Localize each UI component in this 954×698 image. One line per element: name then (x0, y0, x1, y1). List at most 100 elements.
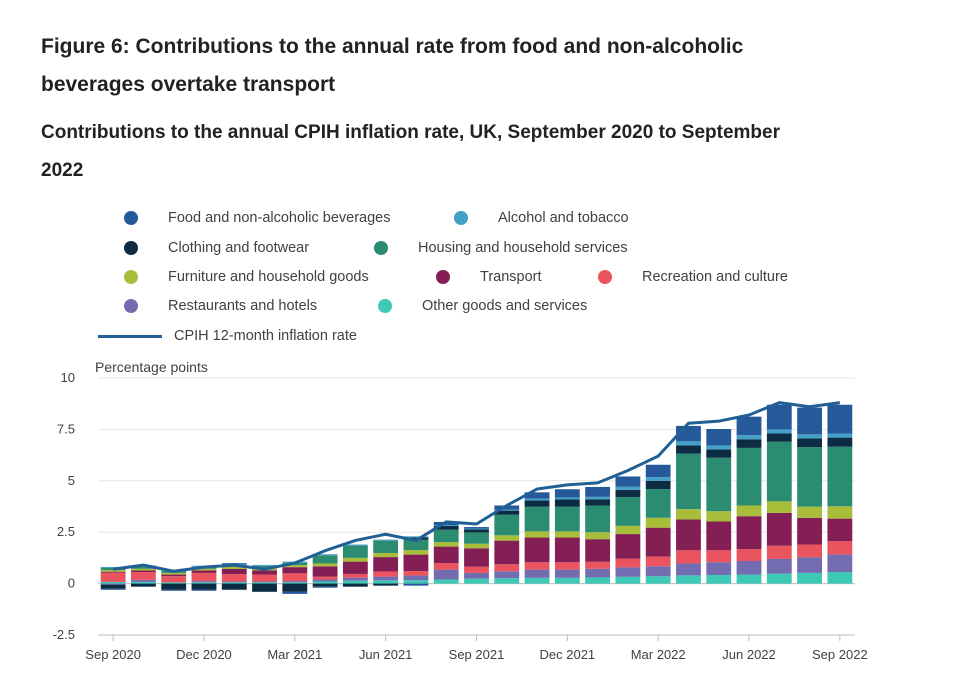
legend-item-transport: Transport (436, 267, 542, 287)
bar-segment (554, 497, 580, 500)
bar-segment (282, 581, 308, 583)
bar-segment (373, 576, 399, 581)
bar-segment (736, 549, 762, 561)
bar-segment (282, 582, 308, 584)
bar-segment (554, 489, 580, 498)
bar-segment (221, 574, 247, 582)
bar-segment (403, 554, 429, 572)
bar-segment (524, 569, 550, 578)
bar-segment (585, 568, 611, 578)
bar-segment (433, 563, 459, 570)
bar-segment (100, 571, 126, 573)
bar-segment (191, 568, 217, 571)
bar-segment (464, 543, 489, 549)
bar-segment (615, 534, 641, 559)
bar-segment (554, 537, 580, 563)
bar-segment (403, 583, 429, 586)
bar-segment (494, 564, 520, 572)
cpih-line-path (112, 401, 841, 573)
x-tick-label: Sep 2021 (449, 647, 505, 662)
bar-segment (615, 558, 641, 568)
bar-segment (131, 570, 156, 573)
bar-segment (585, 486, 611, 497)
bar-segment (797, 572, 822, 584)
bar-segment (676, 519, 701, 551)
bar-segment (312, 581, 338, 584)
x-tick-label: Jun 2021 (359, 647, 413, 662)
bar-segment (403, 536, 429, 538)
bar-segment (827, 433, 853, 438)
bar-segment (252, 581, 277, 583)
cpih-line (112, 401, 841, 573)
y-tick-label: 0 (68, 576, 75, 591)
bar-segment (131, 583, 156, 587)
bar-segment (706, 550, 732, 563)
bar-segment (615, 576, 641, 584)
bar-segment (645, 527, 671, 557)
bar-segment (342, 580, 368, 584)
legend-label: Restaurants and hotels (168, 298, 318, 314)
bar-segment (524, 506, 550, 532)
bar-segment (100, 583, 126, 585)
bar-segment (282, 567, 308, 574)
bar-segment (585, 505, 611, 533)
bar-segment (252, 564, 277, 566)
bar-segment (161, 574, 187, 577)
bar-segment (191, 581, 217, 583)
bar-segment (252, 565, 277, 568)
bar-segment (403, 550, 429, 555)
x-tick-label: Mar 2021 (267, 647, 322, 662)
bar-segment (524, 562, 550, 570)
bar-segment (615, 567, 641, 577)
legend-item-alcohol: Alcohol and tobacco (454, 208, 629, 228)
bar-segment (161, 589, 187, 591)
bar-segment (797, 407, 822, 435)
bar-segment (494, 571, 520, 579)
legend-dot-food-icon (124, 211, 138, 225)
bar-segment (433, 525, 459, 527)
legend-label: Food and non-alcoholic beverages (168, 210, 391, 226)
bar-segment (221, 581, 247, 583)
bar-segment (766, 558, 792, 574)
bar-segment (645, 566, 671, 577)
y-tick-label: 10 (61, 370, 75, 385)
bar-segment (676, 509, 701, 520)
bar-segment (464, 532, 489, 544)
legend-item-food: Food and non-alcoholic beverages (124, 208, 390, 228)
legend-dot-other-icon (378, 299, 392, 313)
bar-segment (100, 581, 126, 584)
bar-segment (706, 445, 732, 450)
bar-segment (827, 437, 853, 447)
legend-label: Alcohol and tobacco (498, 210, 629, 226)
y-tick-label: -2.5 (53, 627, 75, 642)
bar-segment (433, 529, 459, 543)
bar-segment (766, 441, 792, 502)
legend-dot-transport-icon (436, 270, 450, 284)
bar-segment (827, 506, 853, 519)
bar-segment (342, 577, 368, 581)
bar-segment (827, 554, 853, 573)
bar-segment (494, 540, 520, 565)
bar-segment (706, 562, 732, 575)
bar-segment (585, 561, 611, 569)
bar-segment (615, 486, 641, 490)
legend-dot-furniture-icon (124, 270, 138, 284)
legend-dot-housing-icon (374, 241, 388, 255)
y-tick-label: 7.5 (57, 421, 75, 436)
bar-segment (161, 576, 187, 583)
legend-item-recreation: Recreation and culture (598, 267, 788, 287)
bar-segment (645, 556, 671, 567)
bar-segment (494, 505, 520, 510)
bar-segment (342, 561, 368, 574)
x-tick-label: Jun 2022 (722, 647, 776, 662)
bar-segment (736, 447, 762, 506)
bar-segment (524, 537, 550, 563)
y-axis-title: Percentage points (95, 359, 208, 375)
bar-segment (191, 572, 217, 582)
bar-segment (433, 546, 459, 564)
bar-segment (706, 521, 732, 551)
bar-segment (100, 584, 126, 589)
bar-segment (403, 571, 429, 576)
bar-segment (585, 496, 611, 500)
